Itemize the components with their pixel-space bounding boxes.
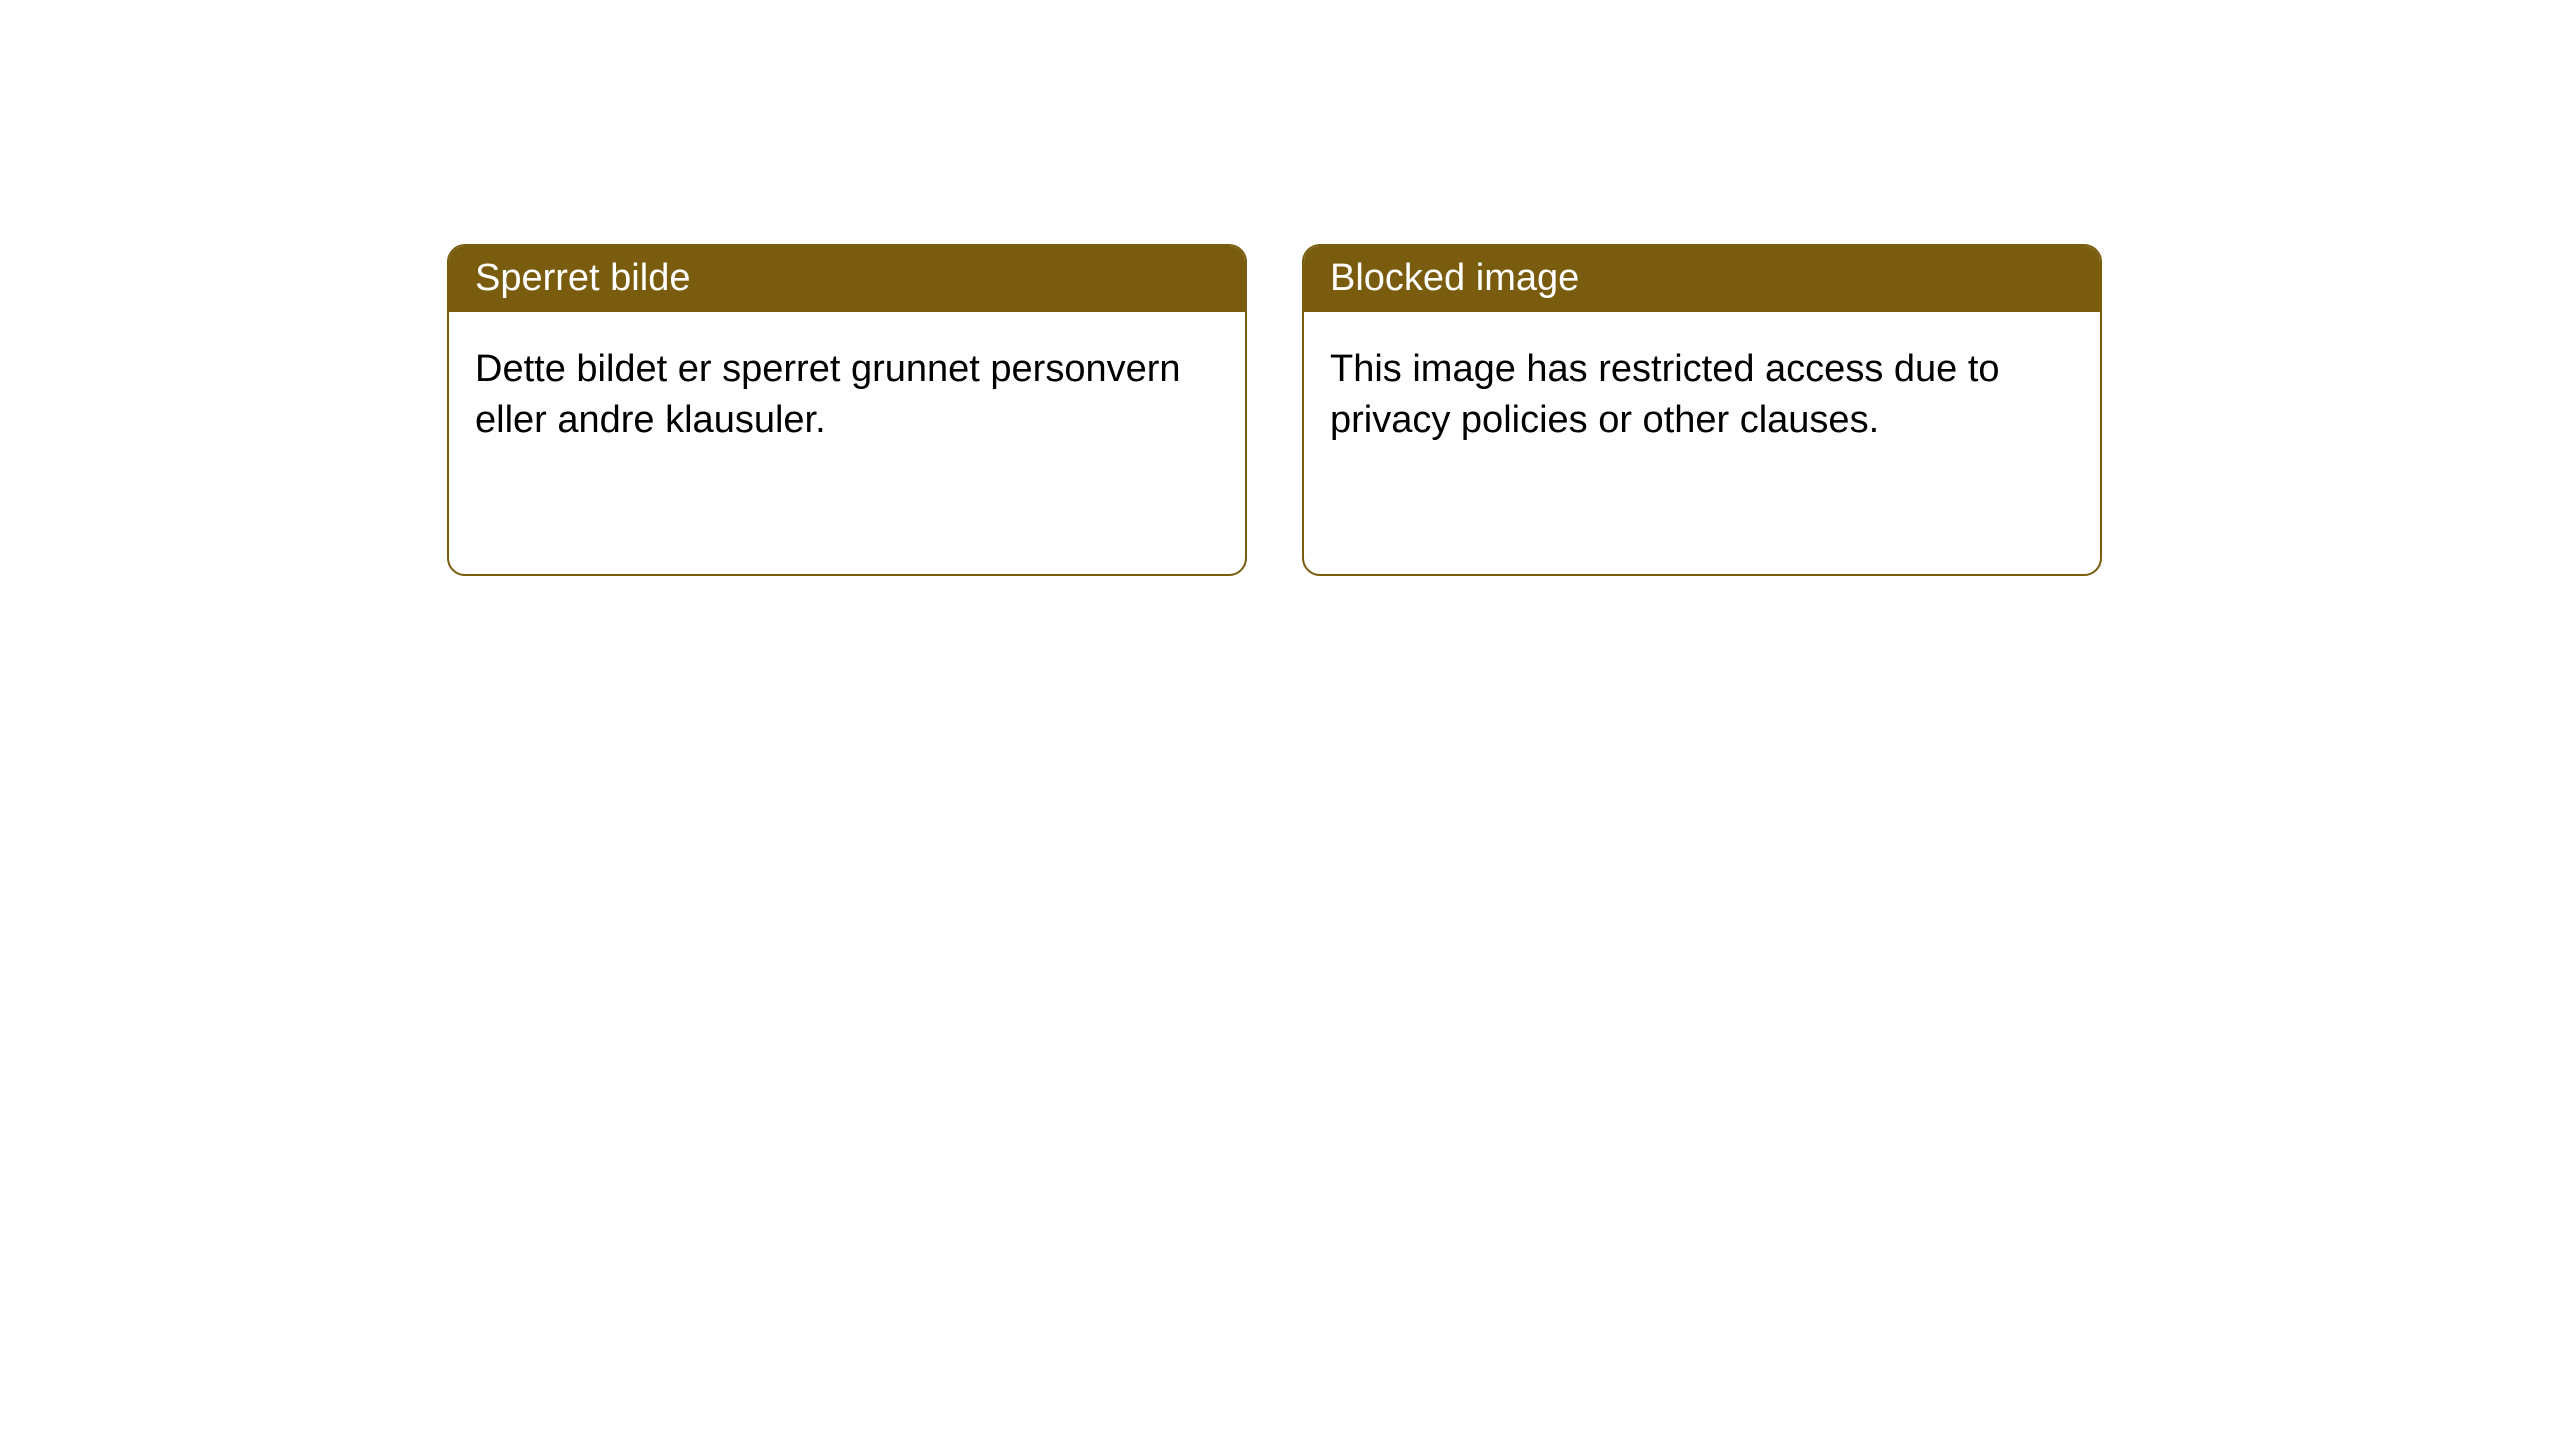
notice-body: Dette bildet er sperret grunnet personve… [449,312,1245,479]
notice-header: Sperret bilde [449,246,1245,312]
notice-header: Blocked image [1304,246,2100,312]
notice-body: This image has restricted access due to … [1304,312,2100,479]
notice-card-english: Blocked image This image has restricted … [1302,244,2102,576]
notice-card-norwegian: Sperret bilde Dette bildet er sperret gr… [447,244,1247,576]
notice-container: Sperret bilde Dette bildet er sperret gr… [0,0,2560,576]
